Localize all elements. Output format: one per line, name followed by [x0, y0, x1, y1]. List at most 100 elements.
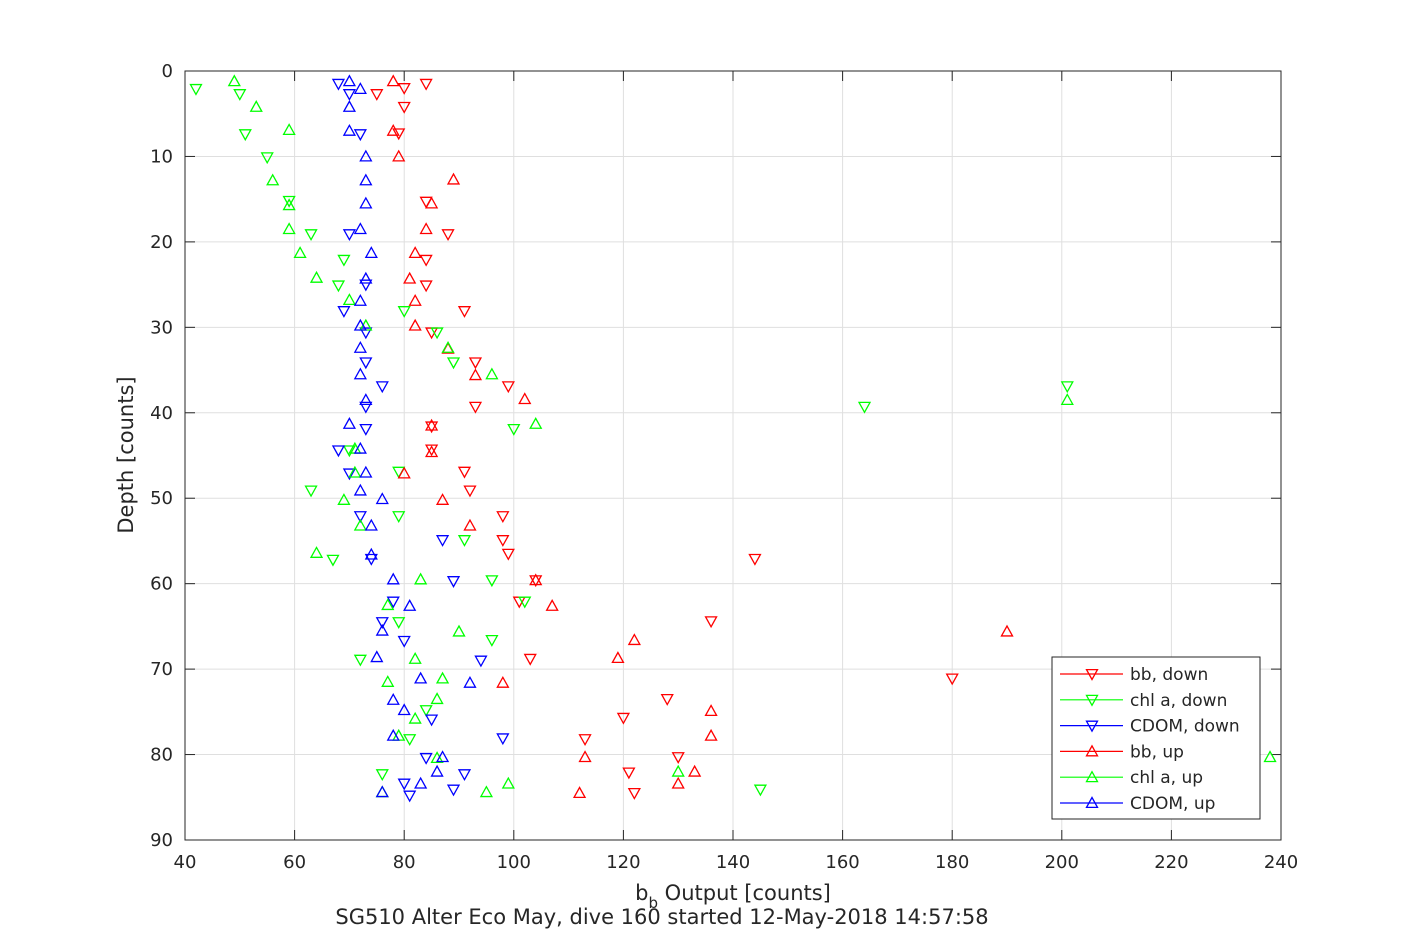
data-point — [309, 270, 324, 283]
data-point — [430, 327, 444, 340]
series-bb-up — [386, 74, 1014, 799]
data-point — [408, 294, 422, 306]
data-point — [403, 790, 417, 803]
data-point — [397, 778, 411, 791]
data-point — [304, 485, 318, 498]
data-point — [386, 123, 400, 136]
data-point — [337, 306, 351, 318]
data-point — [485, 367, 499, 380]
data-point — [435, 750, 450, 763]
data-point — [392, 617, 406, 629]
series-chl-a-down — [189, 83, 1074, 797]
data-point — [359, 393, 373, 406]
y-tick-label: 20 — [150, 232, 173, 253]
data-point — [353, 318, 367, 331]
y-tick-label: 10 — [150, 146, 173, 167]
series-bb-down — [370, 78, 959, 800]
data-point — [945, 673, 959, 686]
data-point — [1060, 393, 1074, 406]
data-point — [408, 246, 422, 259]
y-tick-label: 0 — [162, 61, 173, 82]
data-point — [375, 769, 389, 782]
data-point — [479, 785, 494, 798]
data-point — [359, 401, 373, 414]
data-point — [359, 327, 373, 340]
data-point — [364, 518, 378, 531]
data-point — [403, 599, 417, 611]
data-point — [337, 254, 351, 267]
data-point — [381, 598, 395, 611]
data-point — [249, 100, 263, 112]
data-point — [572, 786, 587, 799]
data-point — [457, 306, 472, 318]
data-point — [496, 675, 510, 688]
data-point — [408, 318, 422, 331]
y-tick-label: 90 — [150, 830, 173, 851]
data-point — [419, 752, 433, 765]
data-point — [342, 100, 357, 112]
data-point — [529, 417, 543, 429]
legend-label: bb, up — [1130, 742, 1184, 762]
legend-label: bb, down — [1130, 665, 1208, 685]
legend-marker — [1085, 770, 1099, 783]
data-point — [359, 423, 373, 436]
data-point — [660, 693, 674, 706]
data-point — [446, 172, 461, 185]
data-point — [424, 418, 439, 431]
data-point — [496, 511, 510, 524]
data-point — [353, 367, 367, 380]
data-point — [375, 623, 389, 636]
legend-marker — [1085, 796, 1099, 809]
data-point — [397, 83, 411, 95]
data-point — [353, 511, 367, 524]
data-point — [408, 652, 422, 664]
data-point — [403, 271, 417, 284]
data-point — [457, 535, 472, 547]
data-point — [375, 617, 389, 629]
x-tick-label: 180 — [935, 852, 969, 873]
data-point — [331, 280, 346, 293]
legend-item: chl a, down — [1060, 691, 1227, 711]
data-point — [342, 89, 357, 101]
data-point — [353, 222, 367, 235]
data-point — [370, 89, 384, 101]
data-point — [260, 152, 274, 165]
data-point — [359, 465, 373, 478]
data-point — [282, 222, 296, 235]
data-point — [501, 548, 515, 561]
legend-label: chl a, up — [1130, 768, 1203, 788]
y-tick-label: 80 — [150, 745, 173, 766]
legend-item: CDOM, down — [1060, 717, 1240, 737]
data-point — [282, 123, 296, 136]
data-point — [386, 74, 400, 87]
data-point — [419, 280, 433, 293]
x-tick-label: 80 — [393, 852, 416, 873]
data-point — [622, 767, 636, 780]
data-point — [424, 444, 439, 457]
data-point — [353, 654, 367, 667]
x-tick-label: 120 — [606, 852, 640, 873]
data-point — [671, 764, 685, 777]
data-point — [501, 381, 515, 394]
data-point — [446, 357, 461, 370]
data-point — [227, 74, 241, 87]
data-point — [375, 381, 389, 394]
data-point — [501, 776, 515, 789]
legend-marker — [1085, 694, 1099, 707]
data-point — [342, 417, 357, 429]
data-point — [748, 553, 762, 566]
data-point — [435, 493, 450, 505]
data-point — [359, 196, 373, 209]
data-point — [414, 671, 428, 684]
data-point — [386, 693, 400, 705]
legend-label: chl a, down — [1130, 691, 1227, 711]
data-point — [704, 704, 718, 717]
data-point — [446, 576, 461, 588]
data-point — [414, 572, 428, 585]
legend-item: CDOM, up — [1060, 794, 1215, 814]
x-axis-label: bb Output [counts] — [635, 881, 831, 912]
data-point — [441, 341, 455, 353]
data-marks — [189, 74, 1277, 803]
data-point — [463, 485, 477, 498]
legend-box — [1051, 656, 1261, 820]
